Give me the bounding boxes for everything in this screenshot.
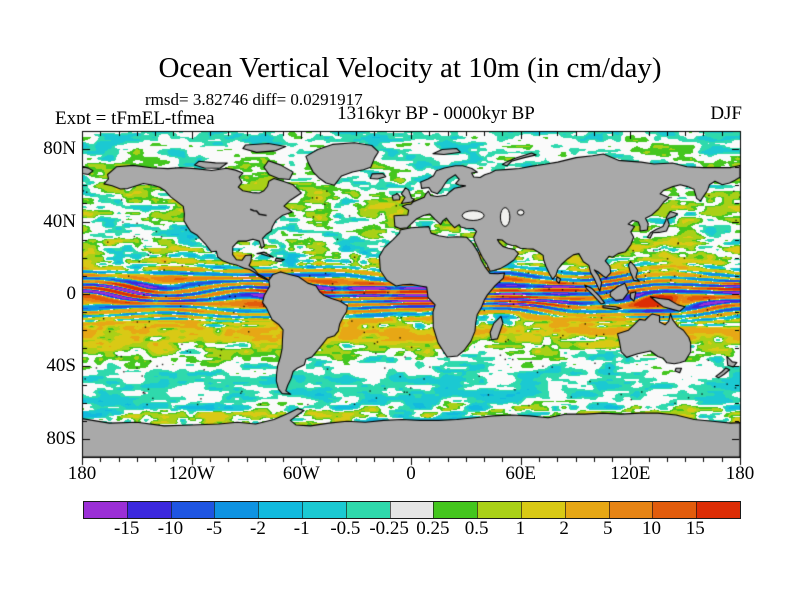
lon-tick-label: 60W (282, 463, 320, 484)
colorbar-tick-label: 10 (642, 518, 662, 539)
stats-line: rmsd= 3.82746 diff= 0.0291917 (145, 90, 363, 109)
colorbar-tick-label: 5 (603, 518, 613, 539)
colorbar-tick-label: -0.5 (330, 518, 361, 539)
colorbar-tick-label: 0.25 (416, 518, 450, 539)
colorbar-segment (170, 502, 215, 518)
colorbar-segment (696, 502, 740, 518)
season-label: DJF (710, 103, 742, 124)
colorbar-segment (520, 502, 565, 518)
colorbar-segment (84, 502, 127, 518)
colorbar-tick-label: 2 (559, 518, 569, 539)
lat-tick-label: 40S (46, 355, 76, 377)
colorbar-tick-label: 15 (685, 518, 705, 539)
colorbar-tick-label: -5 (206, 518, 223, 539)
colorbar-tick-label: -2 (250, 518, 266, 539)
chart-title: Ocean Vertical Velocity at 10m (in cm/da… (158, 52, 662, 84)
world-map-plot (70, 124, 770, 474)
period-label: 1316kyr BP - 0000kyr BP (337, 103, 535, 124)
colorbar-segment (608, 502, 653, 518)
lat-tick-label: 80N (43, 138, 76, 160)
colorbar-segment (477, 502, 521, 518)
colorbar-tick-label: 1 (515, 518, 526, 539)
lon-tick-label: 60E (505, 463, 536, 484)
colorbar-tick-label: -15 (114, 518, 140, 539)
colorbar-segment (126, 502, 171, 518)
lat-tick-label: 40N (43, 210, 76, 232)
lon-tick-label: 180 (725, 463, 755, 484)
colorbar-tick-label: -0.25 (369, 518, 409, 539)
colorbar-segment (433, 502, 478, 518)
lon-tick-label: 120W (168, 463, 215, 484)
lat-tick-label: 0 (66, 283, 77, 304)
lon-tick-label: 120E (610, 463, 651, 484)
colorbar-segment (345, 502, 390, 518)
colorbar (83, 501, 741, 519)
colorbar-segment (214, 502, 259, 518)
colorbar-tick-label: -1 (293, 518, 310, 539)
colorbar-segment (301, 502, 346, 518)
colorbar-tick-label: -10 (157, 518, 184, 539)
lon-tick-label: 0 (406, 463, 416, 484)
colorbar-tick-label: 0.5 (464, 518, 489, 539)
experiment-label: Expt = tFmEL-tfmea (55, 108, 215, 129)
colorbar-segment (652, 502, 697, 518)
colorbar-segment (564, 502, 609, 518)
colorbar-segment (258, 502, 302, 518)
lon-tick-label: 180 (67, 463, 97, 484)
colorbar-segment (389, 502, 434, 518)
lat-tick-label: 80S (46, 427, 76, 449)
